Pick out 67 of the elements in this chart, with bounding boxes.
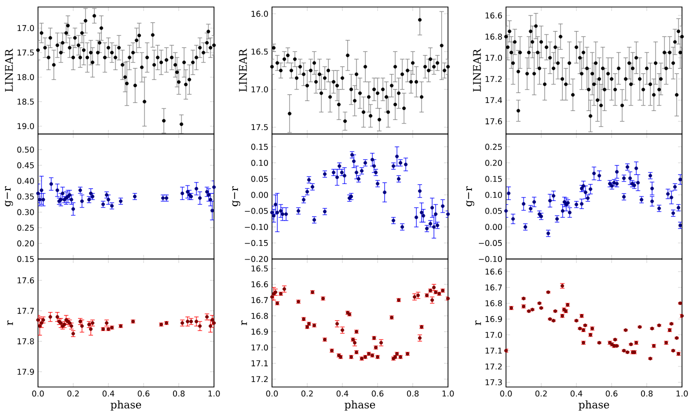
y-axis-title: LINEAR — [239, 48, 247, 92]
point — [430, 206, 434, 210]
point — [194, 186, 198, 190]
x-axis-title: phase — [578, 400, 610, 411]
point — [210, 208, 214, 212]
point — [71, 207, 75, 211]
y-axis-title: r — [241, 320, 247, 326]
y-axis-title: r — [7, 320, 13, 326]
x-axis-title: phase — [344, 400, 376, 411]
point — [418, 189, 422, 193]
point — [650, 200, 654, 204]
point — [506, 191, 510, 196]
point — [560, 209, 564, 213]
point — [48, 315, 52, 319]
point — [372, 164, 376, 168]
point — [352, 159, 356, 164]
point — [440, 204, 445, 208]
point — [60, 192, 64, 196]
point — [422, 214, 426, 218]
point — [580, 202, 584, 206]
point — [650, 186, 654, 190]
point — [80, 199, 84, 203]
point — [678, 178, 682, 182]
y-axis-title: LINEAR — [473, 48, 481, 92]
point — [198, 324, 202, 328]
point — [335, 175, 339, 180]
point — [395, 154, 399, 158]
x-axis-title: phase — [110, 400, 142, 411]
point — [522, 202, 526, 206]
point — [370, 158, 374, 162]
y-axis-title: g−r — [466, 186, 474, 206]
point — [41, 198, 46, 202]
point — [194, 320, 198, 324]
point — [80, 324, 84, 328]
point — [212, 185, 216, 189]
point — [56, 315, 60, 319]
point — [382, 190, 386, 194]
point — [548, 198, 552, 202]
y-axis-title: g−r — [232, 186, 240, 206]
point — [615, 170, 619, 174]
y-axis-title: LINEAR — [5, 48, 13, 92]
point — [198, 196, 202, 200]
point — [568, 210, 572, 214]
y-axis-title: r — [475, 320, 481, 326]
point — [404, 162, 408, 166]
y-axis-title: g−r — [4, 186, 13, 206]
point — [180, 192, 184, 196]
point — [588, 187, 592, 191]
point — [592, 172, 596, 176]
point — [584, 190, 588, 194]
point — [511, 217, 515, 221]
point — [628, 176, 632, 180]
point — [552, 194, 556, 198]
point — [106, 198, 110, 202]
point — [634, 166, 638, 170]
point — [56, 188, 60, 192]
point — [414, 216, 418, 220]
point — [504, 209, 508, 213]
point — [284, 212, 288, 216]
point — [597, 174, 602, 178]
point — [354, 170, 358, 174]
point — [36, 192, 40, 196]
point — [434, 212, 438, 216]
point — [582, 184, 586, 188]
point — [49, 182, 53, 186]
point — [89, 327, 93, 331]
point — [532, 200, 536, 204]
